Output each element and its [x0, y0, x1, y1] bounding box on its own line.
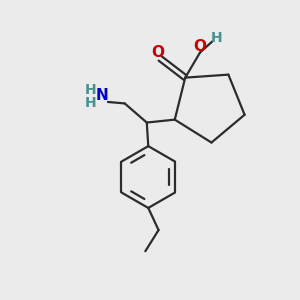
Text: N: N — [96, 88, 108, 103]
Text: H: H — [84, 96, 96, 110]
Text: O: O — [194, 39, 206, 54]
Text: O: O — [151, 45, 164, 60]
Text: H: H — [84, 82, 96, 97]
Text: H: H — [211, 31, 223, 45]
